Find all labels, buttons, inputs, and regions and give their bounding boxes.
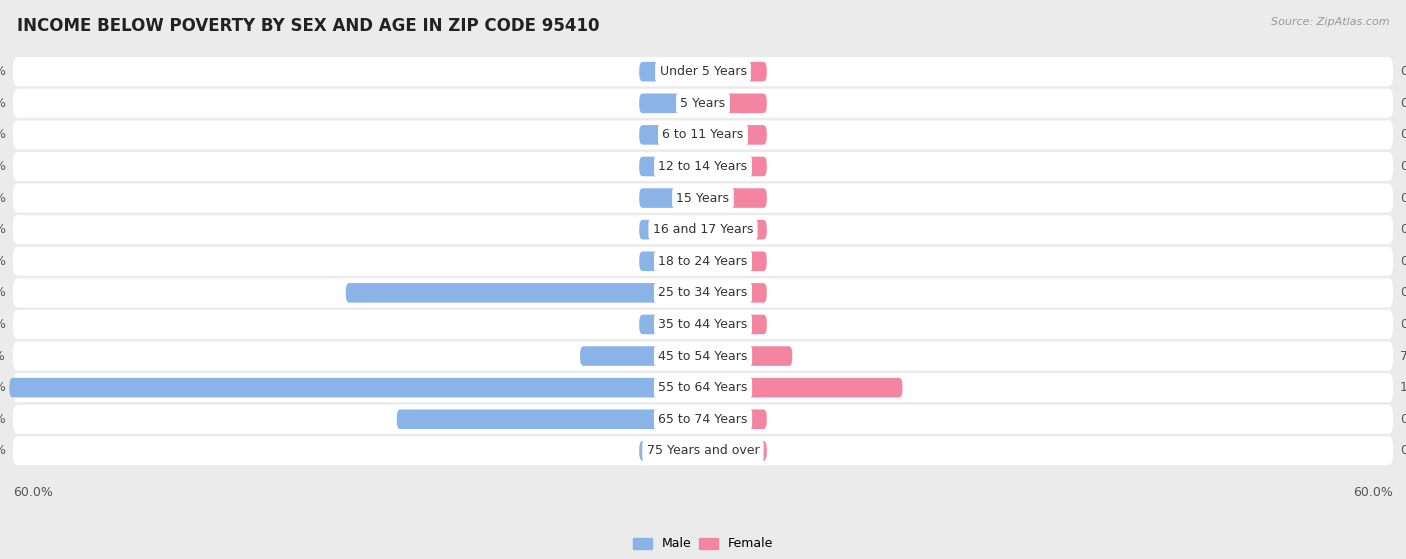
Text: 0.0%: 0.0% [1400,65,1406,78]
Text: 55 to 64 Years: 55 to 64 Years [658,381,748,394]
FancyBboxPatch shape [581,346,703,366]
Text: 7.7%: 7.7% [1400,349,1406,363]
FancyBboxPatch shape [703,62,766,82]
FancyBboxPatch shape [640,220,703,239]
Text: 45 to 54 Years: 45 to 54 Years [658,349,748,363]
FancyBboxPatch shape [703,441,766,461]
Text: 0.0%: 0.0% [1400,223,1406,236]
Text: 0.0%: 0.0% [1400,286,1406,300]
FancyBboxPatch shape [13,247,1393,276]
FancyBboxPatch shape [703,283,766,302]
Text: 60.0%: 60.0% [13,486,52,499]
Text: 0.0%: 0.0% [0,318,6,331]
Text: 35 to 44 Years: 35 to 44 Years [658,318,748,331]
Text: 65 to 74 Years: 65 to 74 Years [658,413,748,426]
FancyBboxPatch shape [13,215,1393,244]
Text: 18 to 24 Years: 18 to 24 Years [658,255,748,268]
Text: 0.0%: 0.0% [1400,97,1406,110]
Text: 0.0%: 0.0% [0,444,6,457]
Text: 17.2%: 17.2% [1400,381,1406,394]
Text: 0.0%: 0.0% [0,223,6,236]
Text: Source: ZipAtlas.com: Source: ZipAtlas.com [1271,17,1389,27]
Text: 0.0%: 0.0% [0,65,6,78]
FancyBboxPatch shape [346,283,703,302]
Text: 0.0%: 0.0% [1400,129,1406,141]
Text: 15 Years: 15 Years [676,192,730,205]
Text: 25 to 34 Years: 25 to 34 Years [658,286,748,300]
FancyBboxPatch shape [640,315,703,334]
Text: 0.0%: 0.0% [1400,192,1406,205]
Text: 0.0%: 0.0% [0,160,6,173]
Text: 0.0%: 0.0% [0,129,6,141]
FancyBboxPatch shape [640,157,703,176]
FancyBboxPatch shape [703,220,766,239]
FancyBboxPatch shape [13,373,1393,402]
Text: 0.0%: 0.0% [1400,318,1406,331]
FancyBboxPatch shape [13,57,1393,86]
Text: 6 to 11 Years: 6 to 11 Years [662,129,744,141]
FancyBboxPatch shape [640,441,703,461]
Text: 26.4%: 26.4% [0,413,6,426]
FancyBboxPatch shape [10,378,703,397]
FancyBboxPatch shape [703,409,766,429]
Text: 59.8%: 59.8% [0,381,6,394]
FancyBboxPatch shape [13,278,1393,307]
FancyBboxPatch shape [640,252,703,271]
Text: 0.0%: 0.0% [1400,160,1406,173]
FancyBboxPatch shape [703,157,766,176]
Text: 60.0%: 60.0% [1354,486,1393,499]
FancyBboxPatch shape [703,346,793,366]
Text: 0.0%: 0.0% [0,255,6,268]
FancyBboxPatch shape [703,252,766,271]
Text: INCOME BELOW POVERTY BY SEX AND AGE IN ZIP CODE 95410: INCOME BELOW POVERTY BY SEX AND AGE IN Z… [17,17,599,35]
Text: 0.0%: 0.0% [0,97,6,110]
FancyBboxPatch shape [13,342,1393,371]
FancyBboxPatch shape [13,120,1393,149]
FancyBboxPatch shape [13,310,1393,339]
Text: Under 5 Years: Under 5 Years [659,65,747,78]
FancyBboxPatch shape [396,409,703,429]
FancyBboxPatch shape [640,188,703,208]
Text: 0.0%: 0.0% [1400,444,1406,457]
Text: 16 and 17 Years: 16 and 17 Years [652,223,754,236]
Legend: Male, Female: Male, Female [628,532,778,556]
FancyBboxPatch shape [13,437,1393,466]
Text: 30.8%: 30.8% [0,286,6,300]
FancyBboxPatch shape [703,378,903,397]
FancyBboxPatch shape [640,93,703,113]
Text: 0.0%: 0.0% [1400,255,1406,268]
FancyBboxPatch shape [703,125,766,145]
Text: 75 Years and over: 75 Years and over [647,444,759,457]
FancyBboxPatch shape [703,315,766,334]
FancyBboxPatch shape [13,89,1393,118]
FancyBboxPatch shape [640,125,703,145]
Text: 0.0%: 0.0% [1400,413,1406,426]
Text: 12 to 14 Years: 12 to 14 Years [658,160,748,173]
FancyBboxPatch shape [703,93,766,113]
FancyBboxPatch shape [13,183,1393,212]
FancyBboxPatch shape [703,188,766,208]
FancyBboxPatch shape [13,405,1393,434]
FancyBboxPatch shape [13,152,1393,181]
FancyBboxPatch shape [640,62,703,82]
Text: 10.6%: 10.6% [0,349,6,363]
Text: 5 Years: 5 Years [681,97,725,110]
Text: 0.0%: 0.0% [0,192,6,205]
